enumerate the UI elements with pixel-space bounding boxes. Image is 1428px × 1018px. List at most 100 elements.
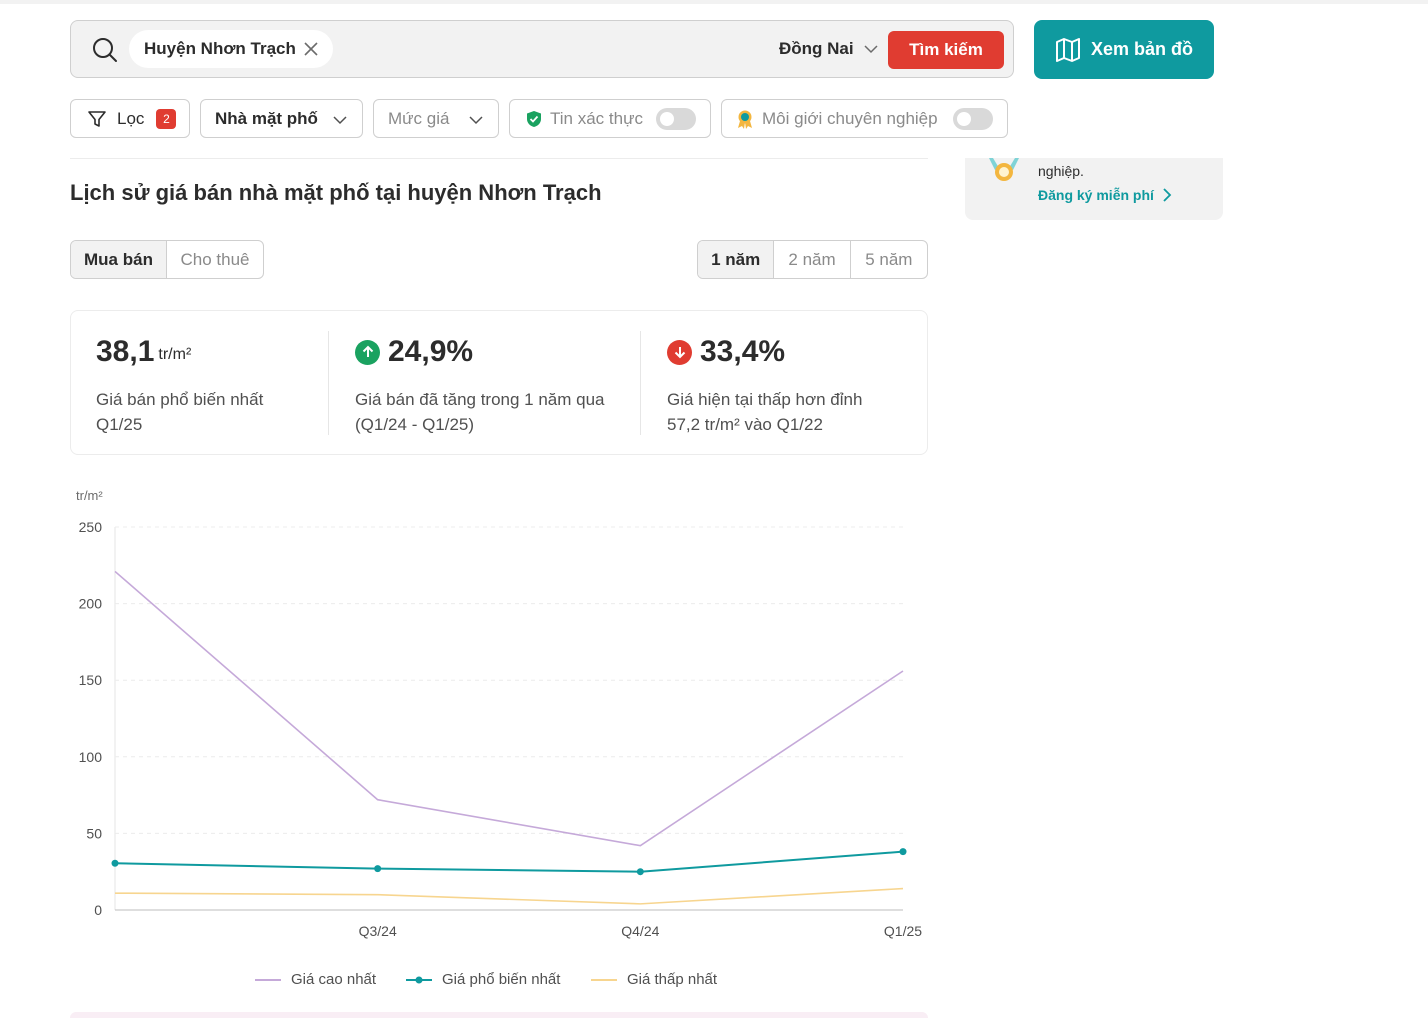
price-dropdown[interactable]: Mức giá <box>373 99 499 138</box>
stat-desc-line: Giá bán đã tăng trong 1 năm qua <box>355 390 605 409</box>
x-tick-label: Q4/24 <box>621 923 659 939</box>
view-map-label: Xem bản đồ <box>1090 39 1193 59</box>
stat-separator <box>640 331 641 435</box>
stat-common-price: 38,1 tr/m² Giá bán phổ biến nhất Q1/25 <box>96 311 326 454</box>
tab-buy-sell[interactable]: Mua bán <box>71 241 167 278</box>
view-map-button[interactable]: Xem bản đồ <box>1034 20 1214 79</box>
location-chip[interactable]: Huyện Nhơn Trạch <box>129 30 333 68</box>
tab-1-year[interactable]: 1 năm <box>698 241 775 278</box>
map-icon <box>1055 37 1080 62</box>
data-point <box>636 868 644 876</box>
stat-value-number: 33,4% <box>700 335 786 368</box>
stat-value: 24,9% <box>355 335 473 369</box>
data-point <box>374 865 382 873</box>
page-title: Lịch sử giá bán nhà mặt phố tại huyện Nh… <box>70 180 602 205</box>
divider <box>70 158 928 159</box>
data-point <box>899 848 907 856</box>
stat-desc-line: Giá bán phổ biến nhất <box>96 390 264 409</box>
verified-label: Tin xác thực <box>550 108 643 128</box>
y-tick-label: 50 <box>86 825 102 841</box>
stat-description: Giá bán phổ biến nhất Q1/25 <box>96 387 263 437</box>
stat-desc-line: 57,2 tr/m² vào Q1/22 <box>667 415 823 434</box>
y-tick-label: 200 <box>79 596 103 612</box>
stat-unit: tr/m² <box>158 346 192 363</box>
arrow-down-icon <box>667 339 692 365</box>
legend-item-low[interactable]: Giá thấp nhất <box>591 971 717 988</box>
close-icon[interactable] <box>303 41 319 57</box>
chevron-down-icon <box>469 116 483 125</box>
stat-separator <box>328 331 329 435</box>
broker-label: Môi giới chuyên nghiệp <box>762 108 938 128</box>
stat-description: Giá hiện tại thấp hơn đỉnh 57,2 tr/m² và… <box>667 387 862 437</box>
stat-value: 38,1 tr/m² <box>96 335 191 369</box>
series-line <box>114 570 904 847</box>
x-axis-ticks: Q3/24 Q4/24 Q1/25 <box>359 923 923 939</box>
verified-shield-icon <box>527 110 541 127</box>
x-tick-label: Q1/25 <box>884 923 922 939</box>
price-label: Mức giá <box>388 108 450 128</box>
legend-label: Giá phổ biến nhất <box>442 971 561 988</box>
broker-badge-icon <box>738 110 752 129</box>
series-line <box>114 850 904 873</box>
verified-toggle-filter[interactable]: Tin xác thực <box>509 99 711 138</box>
transaction-type-tabs: Mua bán Cho thuê <box>70 240 264 279</box>
chevron-down-icon <box>864 45 878 54</box>
arrow-up-icon <box>355 339 380 365</box>
y-axis-label: tr/m² <box>76 488 103 503</box>
property-type-dropdown[interactable]: Nhà mặt phố <box>200 99 363 138</box>
legend-label: Giá thấp nhất <box>627 971 718 988</box>
tab-5-years[interactable]: 5 năm <box>865 249 913 269</box>
y-axis-ticks: 0 50 100 150 200 250 <box>79 519 103 918</box>
legend-item-common[interactable]: Giá phổ biến nhất <box>406 971 560 988</box>
stat-desc-line: (Q1/24 - Q1/25) <box>355 415 475 434</box>
register-free-label: Đăng ký miễn phí <box>1038 187 1154 203</box>
search-icon[interactable] <box>91 36 119 64</box>
register-free-link[interactable]: Đăng ký miễn phí <box>1038 187 1172 203</box>
legend-line-high <box>255 978 281 981</box>
filter-count-badge: 2 <box>156 108 177 129</box>
y-tick-label: 250 <box>79 519 103 535</box>
top-strip <box>0 0 1428 4</box>
filter-label: Lọc <box>117 108 145 128</box>
property-type-label: Nhà mặt phố <box>215 108 318 128</box>
search-button[interactable]: Tìm kiếm <box>888 31 1004 69</box>
stat-value: 33,4% <box>667 335 785 369</box>
legend-item-high[interactable]: Giá cao nhất <box>255 971 376 988</box>
broker-toggle-filter[interactable]: Môi giới chuyên nghiệp <box>721 99 1008 138</box>
time-range-tabs: 1 năm 2 năm 5 năm <box>697 240 928 279</box>
province-select[interactable]: Đồng Nai <box>779 39 878 59</box>
medal-icon <box>989 158 1019 181</box>
stat-growth: 24,9% Giá bán đã tăng trong 1 năm qua (Q… <box>355 311 635 454</box>
stat-desc-line: Q1/25 <box>96 415 143 434</box>
data-point <box>111 859 119 867</box>
stat-description: Giá bán đã tăng trong 1 năm qua (Q1/24 -… <box>355 387 605 437</box>
stat-value-number: 24,9% <box>388 335 474 368</box>
y-tick-label: 150 <box>79 672 103 688</box>
chart-series <box>111 570 907 905</box>
tab-2-years[interactable]: 2 năm <box>774 241 851 278</box>
legend-line-common <box>406 976 432 983</box>
broker-promo-card: nghiệp. Đăng ký miễn phí <box>965 158 1223 220</box>
x-tick-label: Q3/24 <box>359 923 397 939</box>
y-tick-label: 0 <box>94 902 102 918</box>
y-tick-label: 100 <box>79 749 103 765</box>
verified-toggle[interactable] <box>656 108 696 130</box>
price-history-chart: tr/m² 0 50 100 150 200 250 Q3/24 Q4/24 Q1/25 <box>76 488 923 939</box>
chevron-down-icon <box>333 116 347 125</box>
price-stats-card: 38,1 tr/m² Giá bán phổ biến nhất Q1/25 2… <box>70 310 928 455</box>
broker-toggle[interactable] <box>953 108 993 130</box>
legend-line-low <box>591 978 617 981</box>
tab-rent[interactable]: Cho thuê <box>180 249 250 269</box>
next-section-edge <box>70 1012 928 1018</box>
series-line <box>114 887 904 905</box>
promo-text: nghiệp. <box>1038 163 1084 179</box>
stat-below-peak: 33,4% Giá hiện tại thấp hơn đỉnh 57,2 tr… <box>667 311 907 454</box>
location-chip-label: Huyện Nhơn Trạch <box>144 39 296 58</box>
legend-label: Giá cao nhất <box>291 971 377 988</box>
filter-button[interactable]: Lọc 2 <box>70 99 190 138</box>
search-bar[interactable]: Huyện Nhơn Trạch Đồng Nai Tìm kiếm <box>70 20 1014 78</box>
filter-icon <box>88 110 106 127</box>
chevron-right-icon <box>1163 188 1172 202</box>
stat-desc-line: Giá hiện tại thấp hơn đỉnh <box>667 390 863 409</box>
stat-value-number: 38,1 <box>96 335 155 368</box>
